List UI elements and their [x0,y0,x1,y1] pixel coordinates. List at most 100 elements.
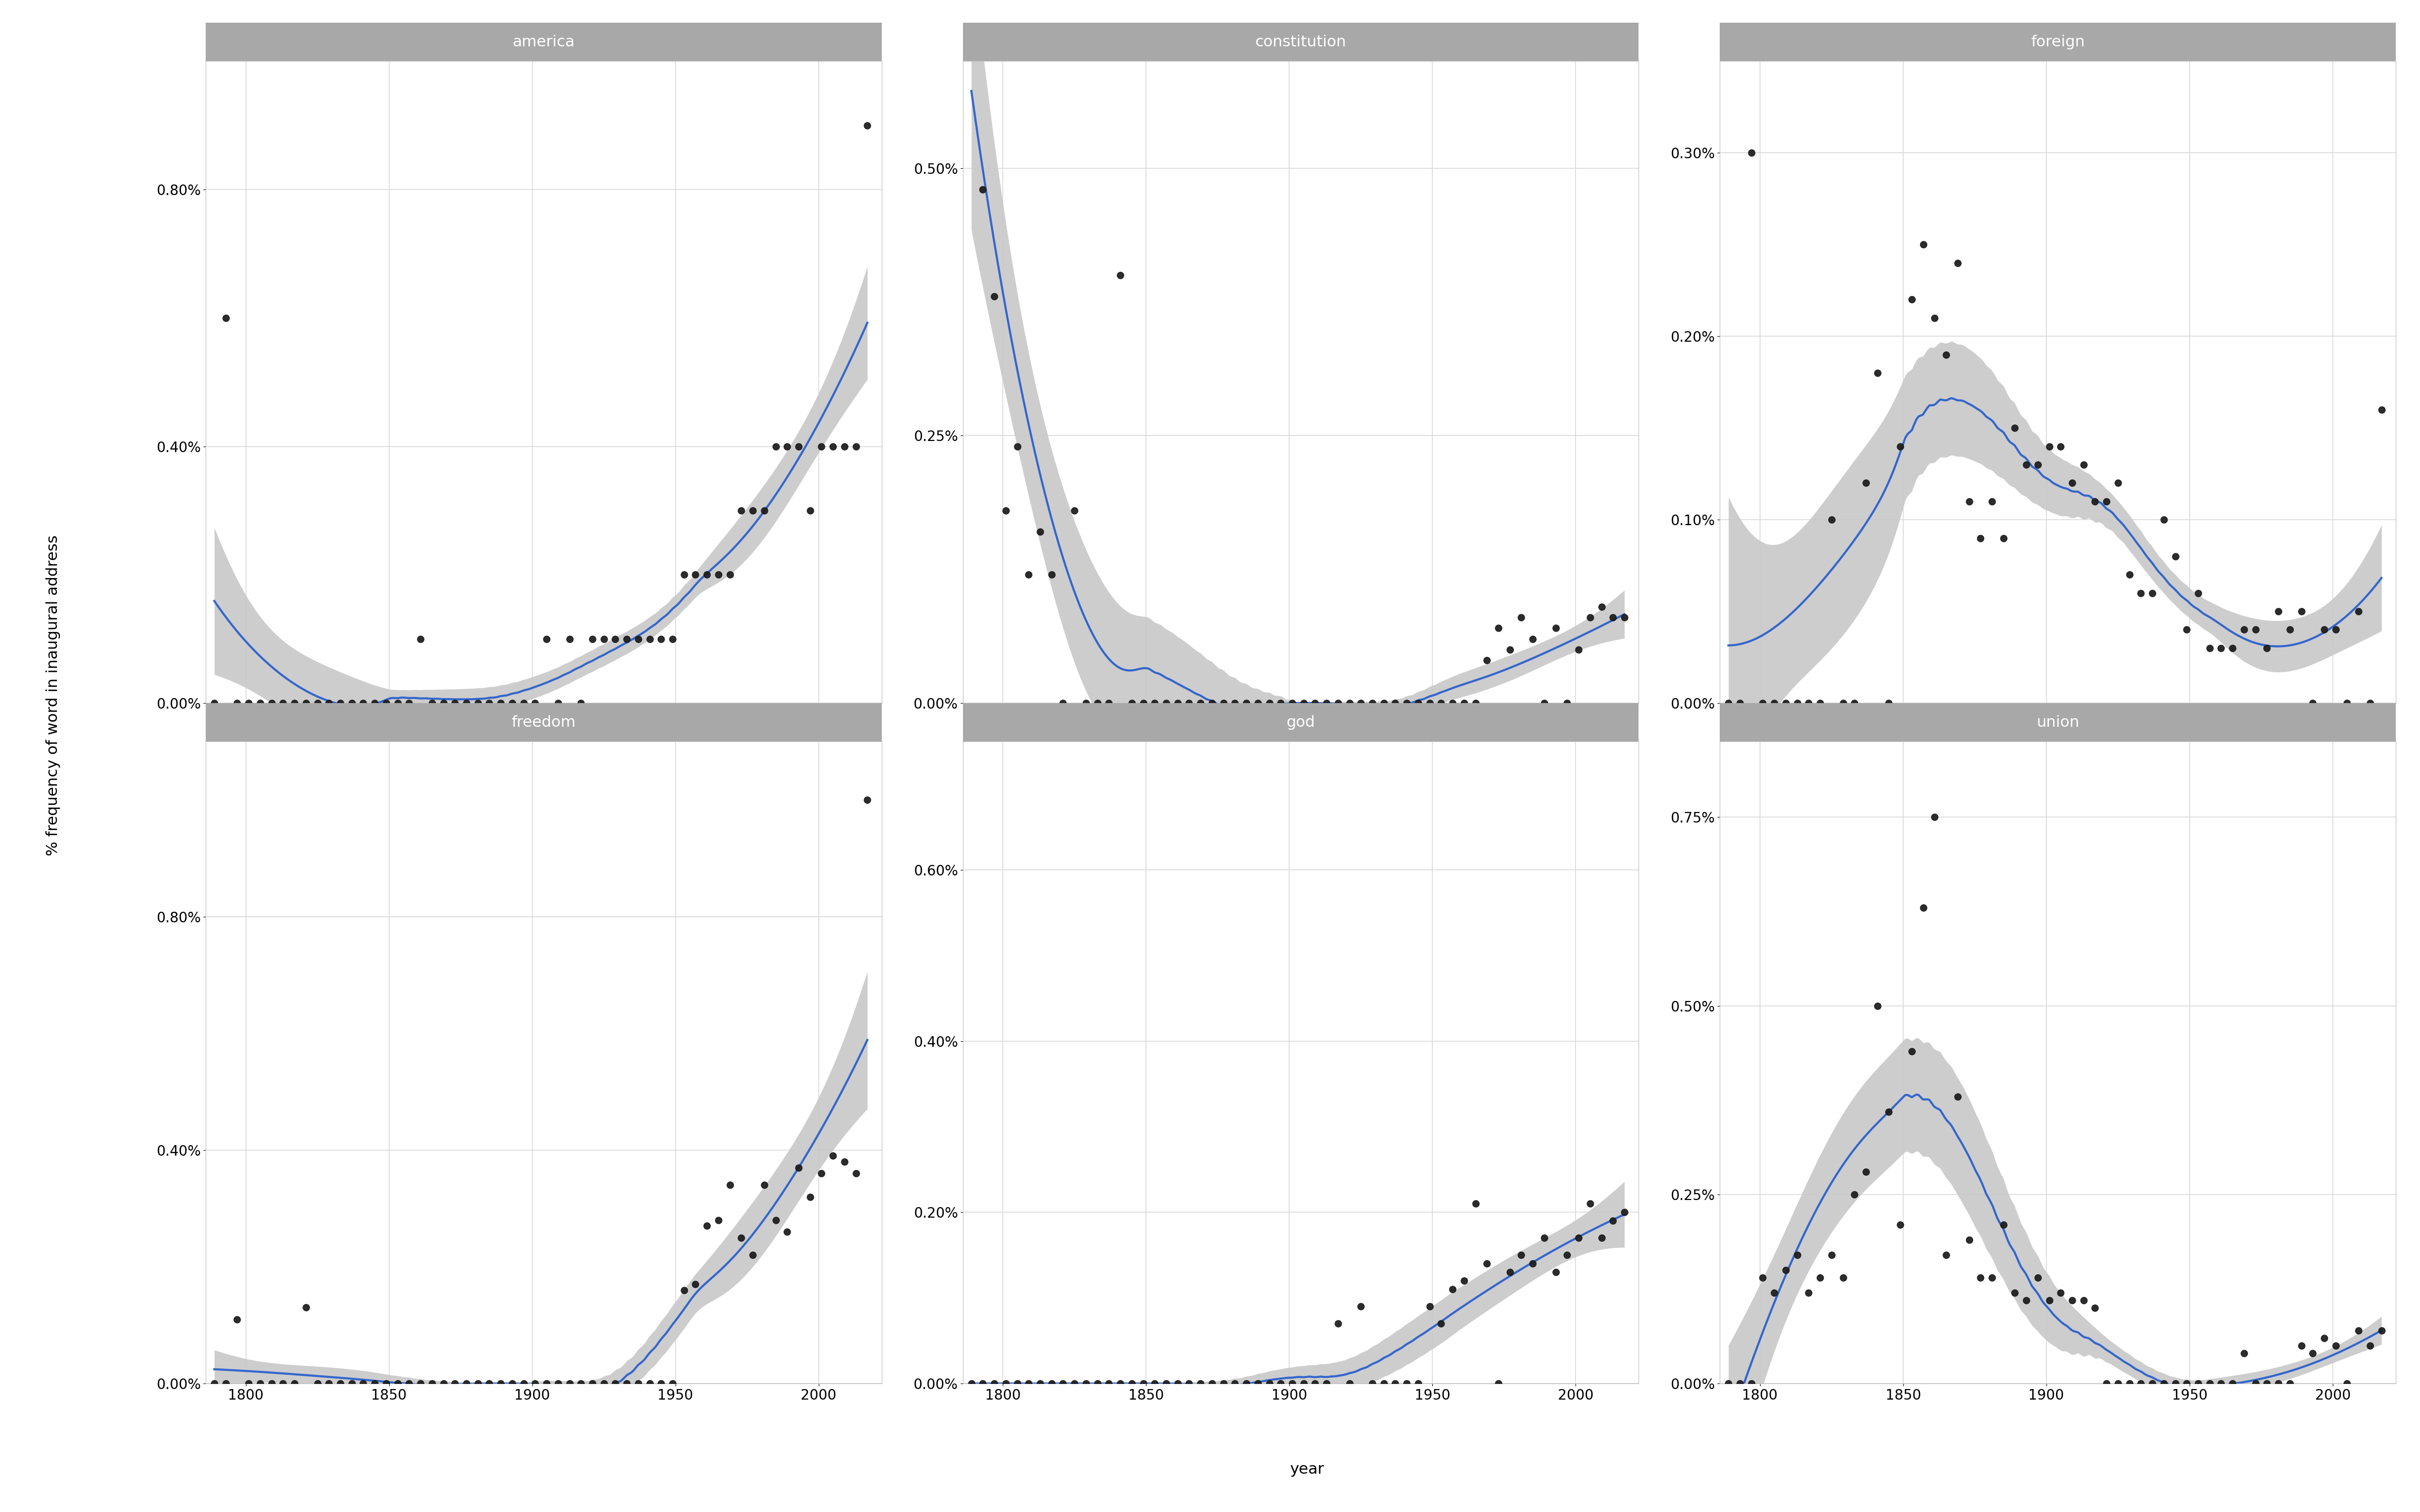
Point [390,1371,428,1396]
Point [424,691,462,715]
Point [1205,691,1244,715]
Point [2144,508,2183,532]
Point [344,1371,382,1396]
Point [1859,993,1897,1018]
Point [2156,544,2195,569]
Point [2098,1371,2137,1396]
Point [2248,1371,2287,1396]
Point [2086,490,2125,514]
Point [2258,1371,2297,1396]
Point [1926,343,1965,367]
Point [2304,617,2343,641]
Point [482,691,520,715]
Point [1938,251,1977,275]
Point [1033,1371,1072,1396]
Point [745,1173,784,1198]
Point [641,627,680,652]
Point [1077,691,1116,715]
Point [298,691,336,715]
Point [206,305,244,330]
Point [1215,691,1254,715]
Point [666,562,704,587]
Point [252,691,290,715]
Point [2076,490,2115,514]
Point [2340,1318,2379,1343]
Point [2132,1371,2171,1396]
Point [2018,452,2057,476]
Point [1123,691,1162,715]
Point [1249,1371,1287,1396]
Point [1905,233,1943,257]
Point [675,562,714,587]
Point [436,691,474,715]
Point [561,1371,600,1396]
Point [1123,1371,1162,1396]
Point [2052,470,2091,494]
Point [1193,691,1232,715]
Point [494,1371,532,1396]
Point [2236,617,2275,641]
Point [1285,691,1324,715]
Point [2282,599,2321,623]
Point [791,499,830,523]
Text: % frequency of word in inaugural address: % frequency of word in inaugural address [46,535,61,856]
Point [1261,691,1300,715]
Point [469,691,508,715]
Point [1892,1039,1931,1063]
Point [1273,1371,1312,1396]
Point [1800,1266,1839,1290]
Point [378,691,416,715]
Point [402,627,440,652]
Point [540,1371,578,1396]
Point [1249,691,1287,715]
Point [1549,1243,1588,1267]
Point [2248,637,2287,661]
Point [1239,691,1278,715]
Point [574,1371,612,1396]
Point [837,1161,876,1185]
Point [528,627,566,652]
Point [1834,691,1873,715]
Point [240,691,278,715]
Point [2052,1288,2091,1312]
Point [1239,1371,1278,1396]
Point [1788,691,1827,715]
Point [1491,638,1529,662]
Point [276,691,315,715]
Point [1147,691,1186,715]
Point [2350,691,2389,715]
Point [1433,691,1471,715]
Point [997,434,1036,458]
Point [2304,1326,2343,1350]
Point [356,1371,394,1396]
Point [620,627,658,652]
Point [745,499,784,523]
Point [1285,1371,1324,1396]
Point [607,1371,646,1396]
Point [1503,605,1542,629]
Point [276,1371,315,1396]
Point [2006,1288,2045,1312]
Point [390,691,428,715]
Point [687,1214,726,1238]
Point [1892,287,1931,311]
Point [1779,691,1817,715]
Point [310,1371,348,1396]
Point [1377,691,1416,715]
Point [1583,594,1621,618]
Point [1181,691,1220,715]
Point [515,1371,554,1396]
Point [699,562,738,587]
Point [2270,1371,2309,1396]
Point [344,691,382,715]
Point [1558,1226,1597,1250]
Point [1421,1311,1459,1335]
Point [1319,691,1358,715]
Point [1709,1371,1747,1396]
Point [1834,1182,1873,1207]
Point [1754,691,1793,715]
Point [1512,1252,1551,1276]
Point [1135,1371,1174,1396]
Point [2214,1371,2253,1396]
Point [1341,1294,1379,1318]
